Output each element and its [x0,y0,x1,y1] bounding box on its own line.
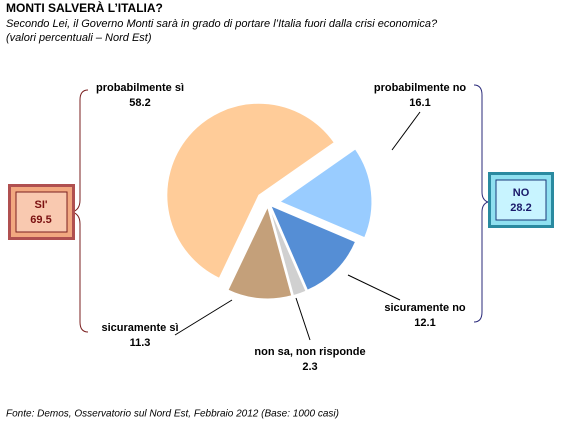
group-label: SI' [34,199,47,211]
slice-label: probabilmente no [374,82,467,94]
slice-label: sicuramente sì [101,322,178,334]
slice-value: 11.3 [130,337,151,349]
slice-label: probabilmente sì [96,82,184,94]
slice-label: sicuramente no [384,302,466,314]
group-box [8,184,75,240]
slice-label: non sa, non risponde [254,346,365,358]
pie-slice [166,102,335,279]
slice-value: 12.1 [414,317,435,329]
group-value: 69.5 [30,214,51,226]
pie-slice [269,204,357,291]
leader-line [391,111,421,151]
slice-value: 16.1 [409,97,430,109]
subtitle: Secondo Lei, il Governo Monti sarà in gr… [6,18,438,30]
pie-slice [268,206,307,297]
leader-line [174,299,233,336]
group-box [488,172,554,228]
subtitle: (valori percentuali – Nord Est) [6,32,152,44]
group-value: 28.2 [510,202,531,214]
pie-slice [227,205,293,300]
slice-value: 2.3 [302,361,317,373]
leader-line [295,297,311,341]
chart-title: MONTI SALVERÀ L’ITALIA? [6,0,163,15]
leader-line [347,274,401,301]
source: Fonte: Demos, Osservatorio sul Nord Est,… [6,409,339,420]
group-label: NO [513,187,530,199]
slice-value: 58.2 [129,97,150,109]
pie-slice [278,148,373,239]
brace [473,84,490,323]
